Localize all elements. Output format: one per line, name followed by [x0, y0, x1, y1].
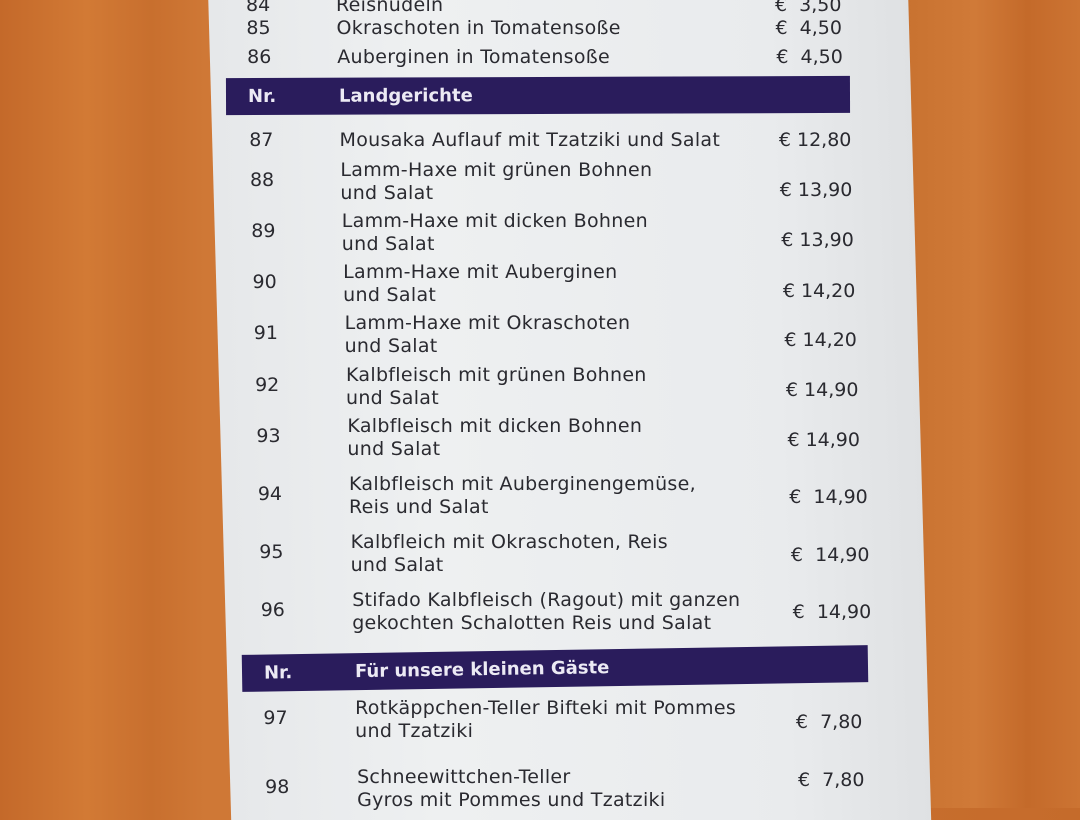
item-name: Lamm-Haxe mit dicken Bohnen und Salat: [342, 210, 648, 256]
item-price: € 13,90: [781, 229, 854, 251]
item-price: € 13,90: [779, 179, 853, 201]
item-name-line: Mousaka Auflauf mit Tzatziki und Salat: [339, 129, 721, 151]
item-number: 97: [263, 707, 288, 729]
item-price: € 14,90: [792, 601, 872, 623]
item-name: Stifado Kalbfleisch (Ragout) mit ganzen g…: [352, 589, 740, 635]
item-name: Schneewittchen-Teller Gyros mit Pommes un…: [357, 766, 665, 812]
item-price: € 12,80: [778, 129, 852, 151]
item-name-line: Kalbfleisch mit Auberginengemüse,: [349, 473, 696, 495]
wooden-table: [905, 0, 1080, 808]
item-name-line: und Salat: [346, 387, 439, 409]
item-price: € 14,90: [789, 486, 868, 508]
item-price: € 4,50: [776, 46, 843, 68]
item-name: Kalbfleisch mit Auberginengemüse, Reis un…: [349, 473, 696, 519]
section-header: Nr. Landgerichte: [225, 75, 851, 116]
item-number: 86: [247, 46, 272, 68]
item-number: 98: [265, 776, 290, 798]
item-name: Mousaka Auflauf mit Tzatziki und Salat: [340, 129, 721, 152]
item-name-line: Lamm-Haxe mit Okraschoten: [344, 312, 631, 334]
item-name: Reisnudeln: [336, 0, 443, 17]
item-price: € 14,90: [785, 379, 859, 401]
item-name-line: Lamm-Haxe mit Auberginen: [343, 261, 618, 283]
item-name-line: und Salat: [343, 284, 437, 306]
item-name-line: und Salat: [340, 182, 434, 204]
item-number: 91: [253, 322, 278, 344]
item-name-line: Reis und Salat: [349, 496, 489, 518]
item-name: Lamm-Haxe mit grünen Bohnen und Salat: [340, 159, 652, 205]
item-number: 90: [252, 271, 277, 293]
item-number: 92: [255, 374, 280, 396]
item-number: 96: [260, 599, 285, 621]
item-name-line: Gyros mit Pommes und Tzatziki: [357, 789, 666, 811]
header-nr: Nr.: [263, 662, 293, 684]
item-name: Lamm-Haxe mit Auberginen und Salat: [343, 261, 617, 307]
item-price: € 14,20: [782, 280, 856, 302]
item-name-line: Rotkäppchen-Teller Bifteki mit Pommes: [355, 697, 737, 719]
item-number: 95: [259, 541, 284, 563]
item-name: Lamm-Haxe mit Okraschoten und Salat: [345, 312, 631, 358]
item-name-line: Reisnudeln: [336, 0, 444, 16]
item-price: € 3,50: [775, 0, 842, 16]
item-name-line: Schneewittchen-Teller: [357, 766, 571, 788]
item-price: € 4,50: [775, 17, 842, 39]
item-name-line: Stifado Kalbfleisch (Ragout) mit ganzen: [352, 589, 741, 611]
header-title: Landgerichte: [338, 85, 473, 107]
item-name-line: Okraschoten in Tomatensoße: [336, 17, 621, 39]
header-nr: Nr.: [247, 85, 277, 108]
item-number: 93: [256, 425, 281, 447]
item-name: Rotkäppchen-Teller Bifteki mit Pommes und…: [355, 697, 736, 743]
item-name: Kalbfleisch mit dicken Bohnen und Salat: [347, 415, 642, 461]
item-number: 87: [249, 129, 274, 151]
item-name-line: Kalbfleisch mit grünen Bohnen: [346, 364, 647, 386]
item-number: 84: [246, 0, 271, 16]
item-price: € 14,90: [790, 544, 870, 566]
header-title: Für unsere kleinen Gäste: [354, 657, 610, 683]
item-name-line: Kalbfleich mit Okraschoten, Reis: [350, 531, 668, 553]
item-name-line: und Salat: [350, 554, 444, 576]
item-number: 85: [246, 17, 271, 39]
item-name-line: und Salat: [347, 438, 441, 460]
item-name-line: und Salat: [341, 233, 435, 255]
item-number: 89: [251, 220, 276, 242]
item-name-line: Auberginen in Tomatensoße: [337, 46, 611, 68]
item-price: € 14,20: [784, 329, 857, 351]
item-name-line: gekochten Schalotten Reis und Salat: [352, 612, 712, 634]
item-name: Kalbfleich mit Okraschoten, Reis und Sala…: [351, 531, 668, 577]
item-name: Okraschoten in Tomatensoße: [336, 17, 620, 40]
item-number: 88: [249, 169, 275, 191]
item-name-line: Lamm-Haxe mit dicken Bohnen: [341, 210, 648, 232]
item-price: € 7,80: [797, 769, 865, 791]
item-name-line: Kalbfleisch mit dicken Bohnen: [347, 415, 643, 437]
item-name: Auberginen in Tomatensoße: [337, 46, 610, 69]
item-price: € 7,80: [795, 711, 863, 733]
item-name-line: Lamm-Haxe mit grünen Bohnen: [340, 159, 653, 181]
item-price: € 14,90: [787, 429, 860, 451]
item-name-line: und Salat: [344, 335, 438, 357]
item-name-line: und Tzatziki: [355, 720, 474, 742]
item-number: 94: [257, 483, 282, 505]
item-name: Kalbfleisch mit grünen Bohnen und Salat: [346, 364, 647, 410]
